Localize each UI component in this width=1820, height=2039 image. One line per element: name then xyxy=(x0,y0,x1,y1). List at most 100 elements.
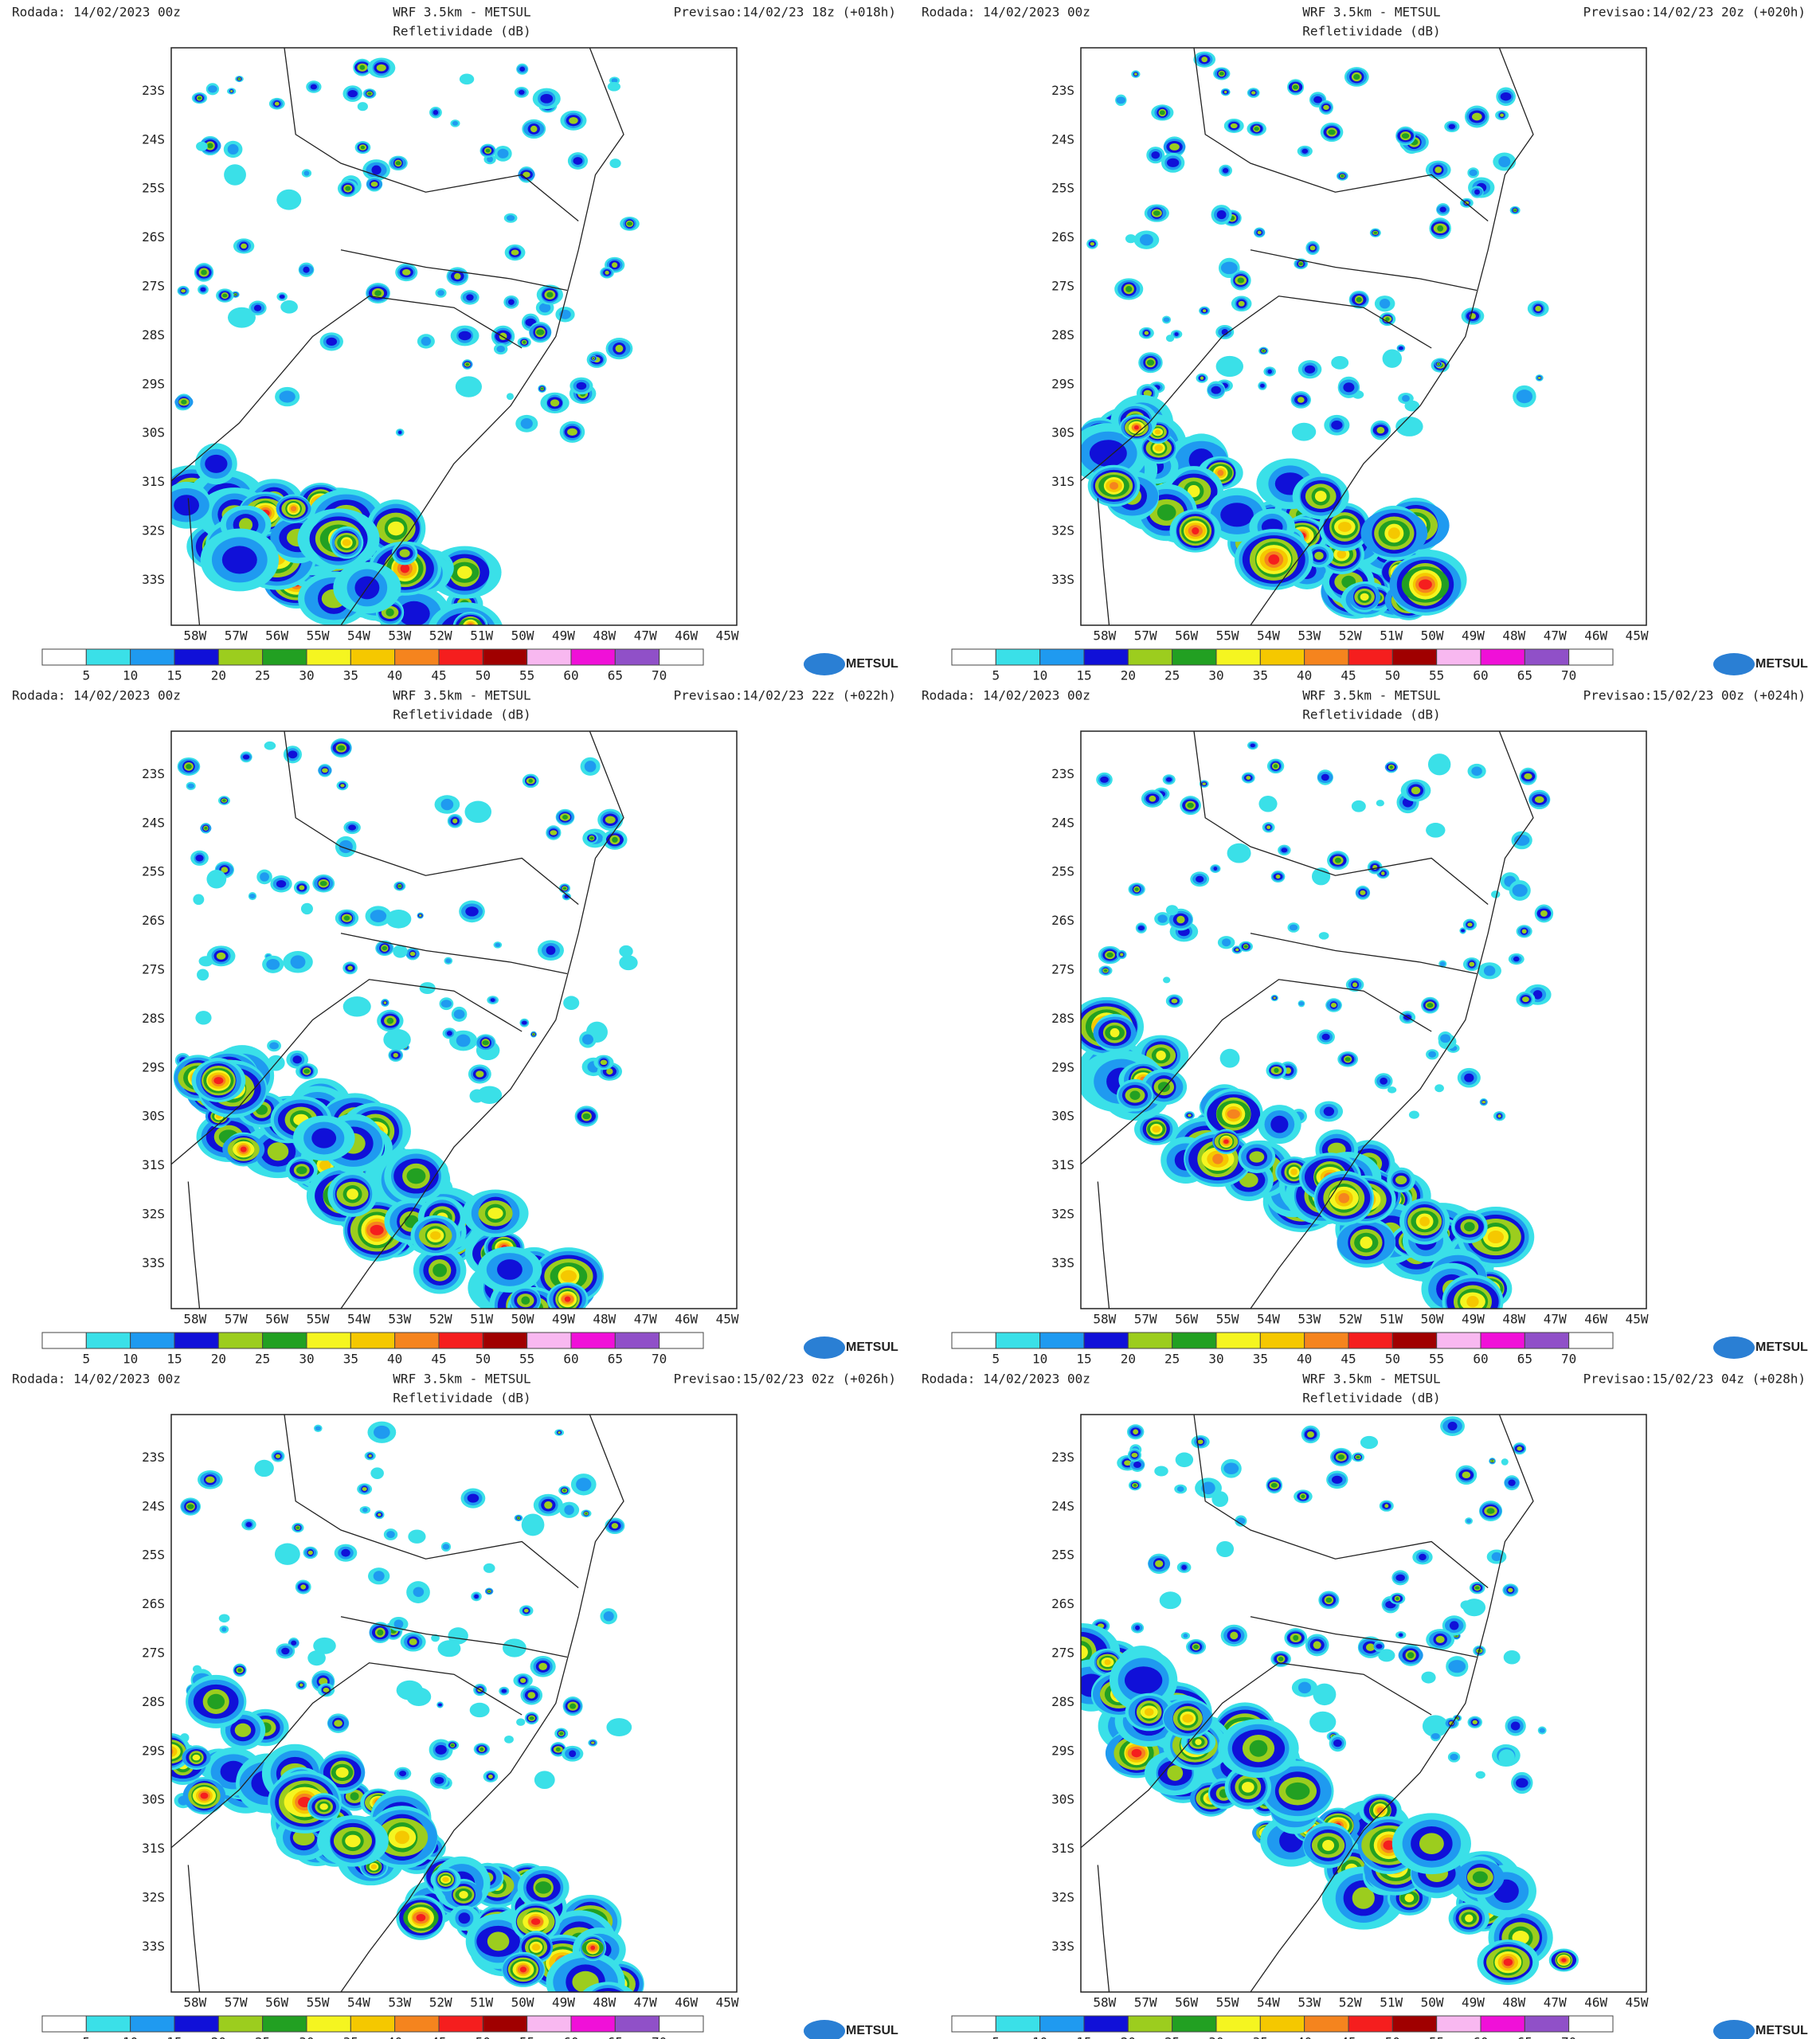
lon-label: 55W xyxy=(307,628,330,644)
echo xyxy=(1238,300,1245,307)
echo xyxy=(1237,277,1245,284)
colorbar-box xyxy=(570,2015,616,2033)
echo xyxy=(421,336,432,346)
echo xyxy=(1513,834,1530,846)
echo xyxy=(347,965,353,971)
echo xyxy=(1222,938,1231,947)
colorbar-box xyxy=(1172,1332,1217,1349)
lat-label: 32S xyxy=(1051,1890,1074,1905)
echo xyxy=(291,1640,297,1646)
colorbar-label: 30 xyxy=(299,1352,314,1367)
logo-text: METSUL xyxy=(846,1340,898,1354)
lon-label: 54W xyxy=(347,1995,370,2010)
lat-label: 28S xyxy=(1051,327,1074,342)
echo xyxy=(459,1891,468,1899)
lon-label: 56W xyxy=(1175,1995,1198,2010)
echo xyxy=(1254,127,1259,131)
echo xyxy=(393,945,408,958)
echo xyxy=(402,268,411,276)
panel-title: WRF 3.5km - METSUL xyxy=(393,5,530,20)
echo xyxy=(1270,1482,1278,1488)
echo xyxy=(445,958,452,964)
echo xyxy=(1281,847,1288,853)
echo xyxy=(1537,376,1541,379)
echo xyxy=(393,1619,404,1629)
colorbar-box xyxy=(995,648,1041,666)
echo xyxy=(522,1020,527,1025)
echo xyxy=(1217,469,1224,476)
lon-label: 53W xyxy=(388,628,411,644)
echo xyxy=(1192,527,1200,535)
echo xyxy=(292,1055,302,1064)
logo-text: METSUL xyxy=(846,657,898,671)
echo xyxy=(504,1736,514,1744)
border xyxy=(284,730,579,906)
echo xyxy=(564,1505,574,1515)
echo xyxy=(174,495,199,516)
panel: Rodada: 14/02/2023 00z WRF 3.5km - METSUL… xyxy=(12,1372,898,2039)
lon-label: 57W xyxy=(1134,628,1157,644)
colorbar-label: 20 xyxy=(1121,1352,1136,1367)
echo xyxy=(1241,1782,1254,1793)
colorbar-label: 65 xyxy=(1517,2035,1532,2039)
map-field xyxy=(171,1421,644,1992)
echo xyxy=(530,1918,541,1925)
colorbar-label: 20 xyxy=(1121,2035,1136,2039)
echo xyxy=(1154,429,1161,435)
colorbar-label: 50 xyxy=(476,2035,491,2039)
echo xyxy=(1289,924,1298,931)
echo xyxy=(627,221,632,226)
colorbar-label: 10 xyxy=(1032,1352,1047,1367)
colorbar-label: 55 xyxy=(1429,668,1444,683)
echo xyxy=(222,293,228,298)
echo xyxy=(346,1188,358,1200)
echo xyxy=(1153,210,1160,216)
echo xyxy=(1154,444,1164,452)
colorbar-label: 50 xyxy=(1385,668,1400,683)
colorbar-label: 35 xyxy=(343,2035,358,2039)
colorbar-box xyxy=(526,648,572,666)
colorbar-label: 50 xyxy=(1385,1352,1400,1367)
lon-label: 50W xyxy=(511,1312,534,1327)
colorbar-label: 20 xyxy=(1121,668,1136,683)
echo xyxy=(1434,1084,1444,1093)
border xyxy=(170,979,523,1165)
echo xyxy=(1167,1765,1184,1781)
echo xyxy=(1516,1778,1528,1788)
colorbar-label: 15 xyxy=(166,1352,182,1367)
panel-subtitle: Refletividade (dB) xyxy=(393,24,530,39)
echo xyxy=(1352,982,1358,988)
lat-label: 32S xyxy=(1051,1207,1074,1222)
echo xyxy=(374,1425,390,1439)
colorbar-label: 5 xyxy=(83,2035,91,2039)
echo xyxy=(335,1767,349,1778)
lat-label: 33S xyxy=(142,1255,165,1270)
echo xyxy=(292,1830,315,1846)
run-label: Rodada: 14/02/2023 00z xyxy=(12,5,181,20)
echo xyxy=(1262,350,1266,352)
colorbar-box xyxy=(41,2015,87,2033)
echo xyxy=(269,1042,279,1050)
echo xyxy=(416,1913,426,1922)
echo xyxy=(1337,550,1347,559)
border xyxy=(170,1662,523,1849)
echo xyxy=(563,996,580,1011)
echo xyxy=(1298,1001,1305,1006)
echo xyxy=(1464,1073,1474,1082)
colorbar-box xyxy=(1480,1332,1525,1349)
echo xyxy=(1426,823,1446,838)
echo xyxy=(1176,1485,1184,1493)
colorbar-label: 60 xyxy=(563,2035,578,2039)
colorbar-box xyxy=(41,648,87,666)
panel-title: WRF 3.5km - METSUL xyxy=(393,1372,530,1387)
echo xyxy=(398,430,402,434)
colorbar-label: 35 xyxy=(1253,1352,1268,1367)
colorbar-box xyxy=(306,648,351,666)
lon-label: 51W xyxy=(1380,628,1403,644)
logo-text: METSUL xyxy=(1755,657,1808,671)
colorbar-label: 15 xyxy=(1076,1352,1091,1367)
lat-label: 30S xyxy=(142,1109,165,1124)
echo xyxy=(437,1640,461,1657)
echo xyxy=(1235,948,1239,952)
echo xyxy=(1331,421,1343,430)
